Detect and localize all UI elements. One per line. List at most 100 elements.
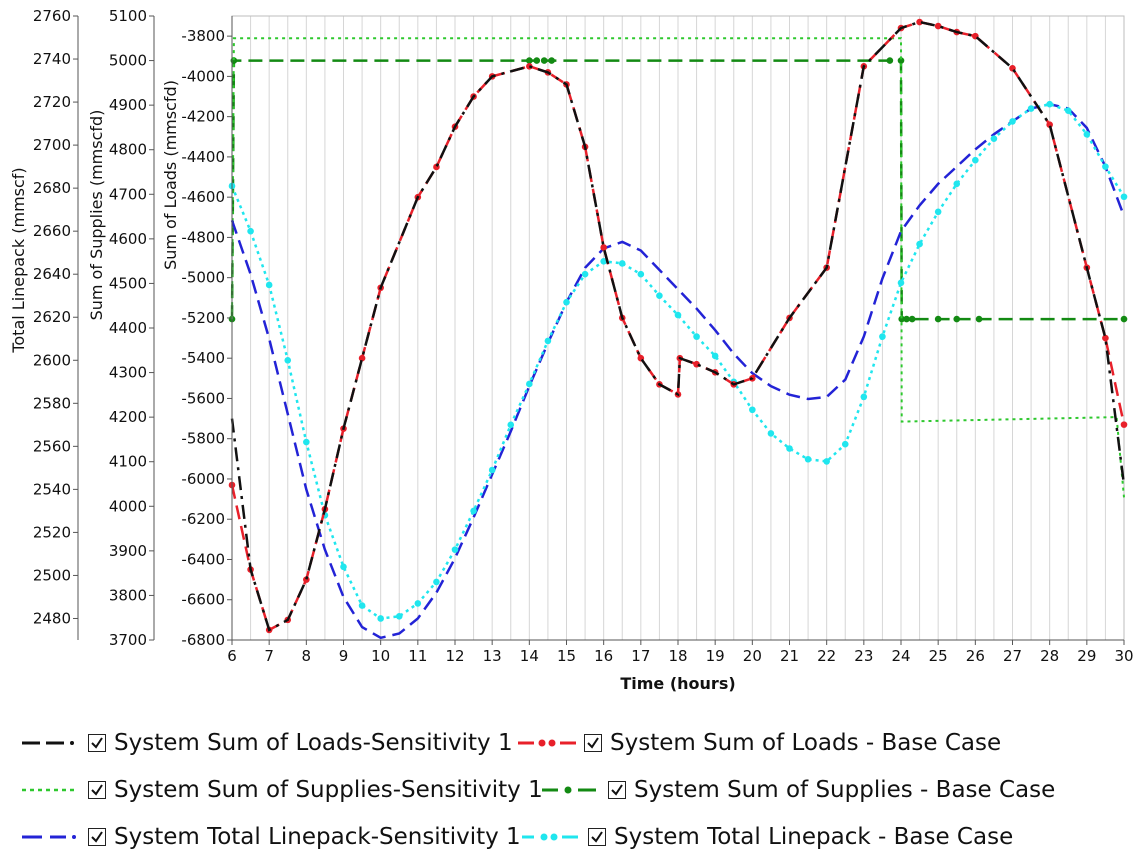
data-point-1 xyxy=(1120,421,1128,428)
data-point-5 xyxy=(841,440,849,448)
data-point-5 xyxy=(693,333,700,340)
data-point-5 xyxy=(284,356,292,364)
loads-tick-label: -5800 xyxy=(181,430,225,448)
loads-tick-label: -4800 xyxy=(181,228,225,246)
supplies-tick-label: 4700 xyxy=(109,185,147,203)
legend-item-linepack-sensitivity[interactable]: System Total Linepack-Sensitivity 1 xyxy=(20,820,521,854)
legend-swatch-icon xyxy=(542,786,596,794)
x-tick-label: 14 xyxy=(520,647,539,665)
legend-item-supplies-sensitivity[interactable]: System Sum of Supplies-Sensitivity 1 xyxy=(20,773,543,807)
legend-item-supplies-base[interactable]: System Sum of Supplies - Base Case xyxy=(540,773,1055,807)
data-point-3 xyxy=(898,315,906,323)
linepack-tick-label: 2680 xyxy=(33,179,71,197)
data-point-5 xyxy=(1083,131,1091,138)
data-point-5 xyxy=(637,270,645,278)
supplies-tick-label: 3700 xyxy=(109,631,147,649)
supplies-tick-label: 3900 xyxy=(109,542,147,560)
x-tick-label: 25 xyxy=(929,647,948,665)
data-point-3 xyxy=(886,57,894,64)
loads-tick-label: -5600 xyxy=(181,389,225,407)
data-point-3 xyxy=(548,57,555,64)
linepack-tick-label: 2540 xyxy=(33,480,71,498)
linepack-tick-label: 2720 xyxy=(33,93,71,111)
data-point-3 xyxy=(540,57,548,64)
data-point-3 xyxy=(975,315,983,323)
supplies-tick-label: 4300 xyxy=(109,364,147,382)
x-tick-label: 10 xyxy=(371,647,390,665)
linepack-tick-label: 2740 xyxy=(33,50,71,68)
data-point-5 xyxy=(600,257,607,265)
loads-tick-label: -3800 xyxy=(181,27,225,45)
x-tick-label: 21 xyxy=(780,647,799,665)
grid-lines xyxy=(231,16,1125,640)
x-tick-label: 23 xyxy=(854,647,873,665)
data-point-5 xyxy=(618,260,626,267)
checkbox-checked-icon[interactable] xyxy=(584,734,602,752)
chart-legend: System Sum of Loads-Sensitivity 1 System… xyxy=(0,716,1139,856)
loads-tick-label: -5200 xyxy=(181,309,225,327)
data-point-5 xyxy=(767,430,775,437)
legend-item-loads-base[interactable]: System Sum of Loads - Base Case xyxy=(516,726,1001,760)
linepack-tick-label: 2760 xyxy=(33,7,71,25)
data-point-3 xyxy=(1120,315,1128,323)
x-tick-label: 18 xyxy=(668,647,687,665)
linepack-axis-label: Total Linepack (mmscf) xyxy=(9,167,28,353)
x-tick-label: 19 xyxy=(706,647,725,665)
data-point-5 xyxy=(488,466,496,474)
legend-label: System Sum of Loads - Base Case xyxy=(610,730,1002,756)
legend-item-linepack-base[interactable]: System Total Linepack - Base Case xyxy=(520,820,1013,854)
data-point-5 xyxy=(414,600,422,607)
data-point-5 xyxy=(526,380,533,388)
data-point-1 xyxy=(916,18,923,26)
legend-label: System Sum of Loads-Sensitivity 1 xyxy=(114,730,513,756)
linepack-tick-label: 2500 xyxy=(33,566,71,584)
data-point-5 xyxy=(265,281,273,289)
data-point-5 xyxy=(433,578,440,586)
x-tick-label: 27 xyxy=(1003,647,1022,665)
data-point-3 xyxy=(903,315,910,323)
data-point-5 xyxy=(879,333,886,340)
checkbox-checked-icon[interactable] xyxy=(88,734,106,752)
data-point-1 xyxy=(1102,334,1109,342)
x-axis-label: Time (hours) xyxy=(620,674,735,693)
series-layer xyxy=(228,18,1128,640)
data-point-5 xyxy=(804,455,812,463)
data-point-5 xyxy=(1102,163,1109,170)
data-point-1 xyxy=(934,22,942,30)
legend-swatch-icon xyxy=(22,835,76,839)
legend-swatch-icon xyxy=(22,788,78,792)
supplies-axis-label: Sum of Supplies (mmscfd) xyxy=(87,110,106,321)
data-point-5 xyxy=(711,352,719,360)
loads-tick-label: -6400 xyxy=(181,550,225,568)
data-point-5 xyxy=(247,227,254,235)
data-point-5 xyxy=(507,421,515,429)
data-point-5 xyxy=(823,458,830,465)
x-tick-label: 30 xyxy=(1114,647,1133,665)
data-point-5 xyxy=(934,208,942,216)
x-tick-label: 12 xyxy=(445,647,464,665)
checkbox-checked-icon[interactable] xyxy=(88,781,106,799)
series-line-4 xyxy=(230,102,1126,640)
legend-swatch-icon xyxy=(522,833,578,841)
legend-swatch-icon xyxy=(22,741,74,745)
checkbox-checked-icon[interactable] xyxy=(88,828,106,846)
x-tick-label: 20 xyxy=(743,647,762,665)
legend-item-loads-sensitivity[interactable]: System Sum of Loads-Sensitivity 1 xyxy=(20,726,513,760)
data-point-5 xyxy=(563,298,570,306)
x-tick-label: 24 xyxy=(891,647,910,665)
data-point-5 xyxy=(544,337,552,345)
checkbox-checked-icon[interactable] xyxy=(588,828,606,846)
line-chart: Total Linepack (mmscf) Sum of Supplies (… xyxy=(9,7,1134,693)
series-line-0 xyxy=(230,20,1126,632)
supplies-tick-label: 4900 xyxy=(109,96,147,114)
loads-tick-label: -6200 xyxy=(181,510,225,528)
checkbox-checked-icon[interactable] xyxy=(608,781,626,799)
data-point-3 xyxy=(526,57,533,64)
x-tick-label: 6 xyxy=(227,647,237,665)
x-tick-label: 11 xyxy=(408,647,427,665)
linepack-tick-label: 2480 xyxy=(33,609,71,627)
x-tick-label: 15 xyxy=(557,647,576,665)
supplies-tick-label: 4400 xyxy=(109,319,147,337)
linepack-tick-label: 2620 xyxy=(33,308,71,326)
supplies-tick-label: 3800 xyxy=(109,586,147,604)
